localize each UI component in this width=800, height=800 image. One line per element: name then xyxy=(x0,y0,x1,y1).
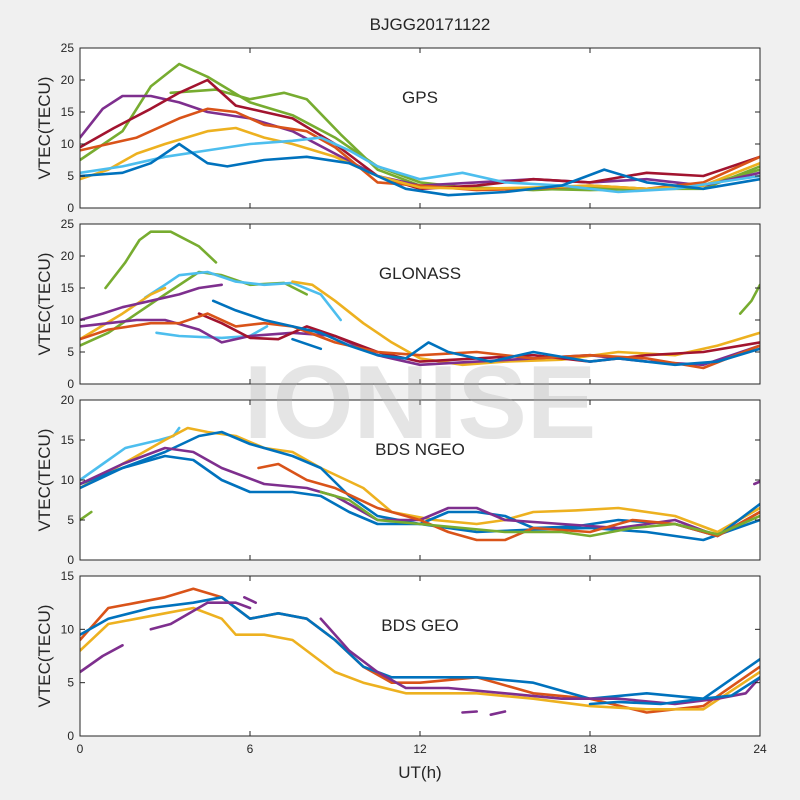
subplot-2: 0 5 10 15 20 25 GLONASS VTEC(TECU) xyxy=(35,217,761,391)
series-line-5 xyxy=(149,601,252,631)
y-tick-label: 5 xyxy=(67,676,74,690)
series-line-6 xyxy=(80,126,760,191)
plot-area xyxy=(80,400,760,560)
y-axis-label: VTEC(TECU) xyxy=(35,253,54,356)
series-line-9 xyxy=(319,490,760,538)
series-group xyxy=(80,230,760,370)
x-axis-label: UT(h) xyxy=(398,763,441,782)
y-tick-label: 5 xyxy=(67,513,74,527)
y-tick-label: 20 xyxy=(61,393,75,407)
subplot-grid: 0 5 10 15 20 25 GPS VTEC(TECU) 0 5 10 15 20 25 GLONASS… xyxy=(35,41,767,756)
y-tick-label: 20 xyxy=(61,73,75,87)
x-tick-label: 18 xyxy=(583,742,597,756)
series-line-7 xyxy=(80,283,223,322)
y-tick-label: 25 xyxy=(61,217,75,231)
series-line-13 xyxy=(738,283,760,315)
subplot-3: 0 5 10 15 20 BDS NGEO VTEC(TECU) xyxy=(35,393,761,567)
y-tick-label: 15 xyxy=(61,105,75,119)
panel-title: GLONASS xyxy=(379,264,461,283)
panel-title: BDS GEO xyxy=(381,616,458,635)
series-line-3 xyxy=(80,426,760,534)
series-line-1 xyxy=(104,230,218,290)
figure-title: BJGG20171122 xyxy=(370,15,491,34)
y-tick-label: 0 xyxy=(67,377,74,391)
series-line-3 xyxy=(80,606,760,711)
series-line-8 xyxy=(257,462,760,542)
x-tick-label: 24 xyxy=(753,742,767,756)
series-line-4 xyxy=(80,644,124,674)
series-group xyxy=(80,426,760,542)
x-tick-label: 12 xyxy=(413,742,427,756)
series-line-8 xyxy=(80,142,760,197)
series-line-10 xyxy=(80,312,760,370)
series-line-2 xyxy=(80,510,93,522)
series-line-7 xyxy=(461,710,478,714)
series-line-5 xyxy=(80,454,760,542)
series-line-8 xyxy=(489,710,507,716)
series-line-3 xyxy=(143,270,342,322)
y-tick-label: 10 xyxy=(61,473,75,487)
y-tick-label: 5 xyxy=(67,169,74,183)
series-line-3 xyxy=(80,94,760,187)
subplot-4: 0 5 10 15 0 6 12 18 24 BDS GEO VTEC(TECU) xyxy=(35,569,767,756)
y-tick-label: 0 xyxy=(67,729,74,743)
y-tick-label: 15 xyxy=(61,569,75,583)
y-axis-label: VTEC(TECU) xyxy=(35,429,54,532)
panel-title: GPS xyxy=(402,88,438,107)
y-tick-label: 0 xyxy=(67,553,74,567)
y-tick-label: 15 xyxy=(61,433,75,447)
y-tick-label: 15 xyxy=(61,281,75,295)
y-tick-label: 0 xyxy=(67,201,74,215)
x-tick-label: 6 xyxy=(247,742,254,756)
series-line-10 xyxy=(588,676,760,706)
y-tick-label: 5 xyxy=(67,345,74,359)
subplot-1: 0 5 10 15 20 25 GPS VTEC(TECU) xyxy=(35,41,761,215)
panel-title: BDS NGEO xyxy=(375,440,465,459)
y-axis-label: VTEC(TECU) xyxy=(35,605,54,708)
y-tick-label: 25 xyxy=(61,41,75,55)
y-tick-label: 10 xyxy=(61,313,75,327)
series-line-12 xyxy=(291,337,323,351)
watermark: IONISE xyxy=(244,345,597,461)
series-group xyxy=(80,62,760,197)
series-line-4 xyxy=(155,325,269,340)
series-group xyxy=(80,587,760,716)
series-line-9 xyxy=(243,596,257,604)
series-line-11 xyxy=(211,299,760,367)
y-tick-label: 20 xyxy=(61,249,75,263)
y-tick-label: 10 xyxy=(61,622,75,636)
x-tick-label: 0 xyxy=(77,742,84,756)
y-axis-label: VTEC(TECU) xyxy=(35,77,54,180)
y-tick-label: 10 xyxy=(61,137,75,151)
series-line-7 xyxy=(753,480,760,486)
series-line-6 xyxy=(291,280,760,367)
